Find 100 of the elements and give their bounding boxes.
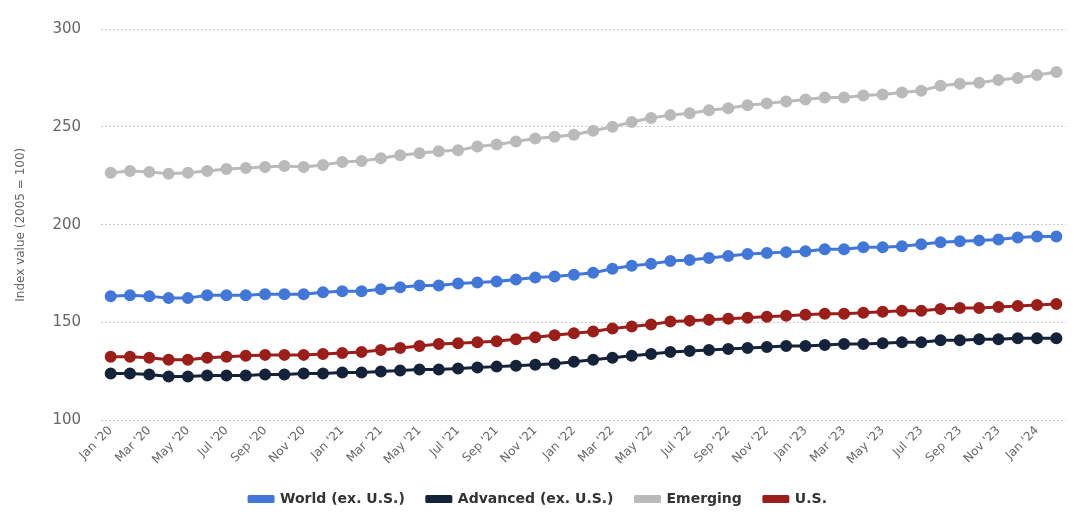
point <box>259 348 272 361</box>
point <box>452 337 465 350</box>
point <box>625 259 638 272</box>
point <box>683 253 696 266</box>
point <box>780 246 793 259</box>
point <box>220 289 233 302</box>
y-tick-label: 250 <box>52 116 82 135</box>
point <box>973 234 986 247</box>
point <box>587 325 600 338</box>
point <box>490 335 503 348</box>
point <box>799 340 812 353</box>
point <box>471 336 484 349</box>
point <box>297 348 310 361</box>
point <box>799 308 812 321</box>
point <box>201 164 214 177</box>
point <box>973 301 986 314</box>
point <box>799 93 812 106</box>
point <box>316 159 329 172</box>
point <box>239 349 252 362</box>
point <box>181 370 194 383</box>
point <box>838 243 851 256</box>
point <box>1050 230 1063 243</box>
point <box>413 279 426 292</box>
point <box>1031 332 1044 345</box>
point <box>1050 66 1063 79</box>
point <box>567 355 580 368</box>
point <box>297 288 310 301</box>
point <box>953 301 966 314</box>
point <box>143 165 156 178</box>
y-tick-label: 100 <box>52 410 82 429</box>
point <box>625 349 638 362</box>
point <box>123 289 136 302</box>
point <box>394 281 407 294</box>
point <box>722 250 735 263</box>
point <box>181 353 194 366</box>
point <box>104 166 117 179</box>
point <box>1031 230 1044 243</box>
point <box>297 160 310 173</box>
point <box>876 88 889 101</box>
point <box>355 366 368 379</box>
point <box>355 155 368 168</box>
point <box>702 343 715 356</box>
point <box>336 156 349 169</box>
point <box>741 248 754 261</box>
point <box>915 336 928 349</box>
point <box>587 353 600 366</box>
point <box>162 353 175 366</box>
point <box>760 97 773 110</box>
point <box>259 368 272 381</box>
y-tick-label: 300 <box>52 18 82 37</box>
point <box>915 84 928 97</box>
point <box>355 285 368 298</box>
point <box>722 312 735 325</box>
point <box>702 313 715 326</box>
point <box>374 283 387 296</box>
point <box>509 359 522 372</box>
point <box>683 344 696 357</box>
point <box>201 369 214 382</box>
point <box>259 288 272 301</box>
point <box>741 342 754 355</box>
point <box>201 289 214 302</box>
point <box>915 238 928 251</box>
point <box>336 366 349 379</box>
point <box>895 86 908 99</box>
point <box>780 340 793 353</box>
point <box>316 367 329 380</box>
point <box>452 362 465 375</box>
y-tick-label: 200 <box>52 214 82 233</box>
point <box>876 241 889 254</box>
point <box>645 347 658 360</box>
point <box>316 286 329 299</box>
point <box>857 89 870 102</box>
point <box>818 339 831 352</box>
point <box>741 99 754 112</box>
point <box>915 304 928 317</box>
point <box>181 292 194 305</box>
point <box>1011 299 1024 312</box>
point <box>529 132 542 145</box>
point <box>413 363 426 376</box>
point <box>760 310 773 323</box>
point <box>953 334 966 347</box>
point <box>992 333 1005 346</box>
point <box>1011 231 1024 244</box>
x-tick-label: Jul '23 <box>888 422 926 460</box>
point <box>278 288 291 301</box>
point <box>606 322 619 335</box>
point <box>452 277 465 290</box>
point <box>297 367 310 380</box>
point <box>722 343 735 356</box>
point <box>895 336 908 349</box>
point <box>760 341 773 354</box>
point <box>278 368 291 381</box>
point <box>162 167 175 180</box>
point <box>567 327 580 340</box>
point <box>606 262 619 275</box>
point <box>471 276 484 289</box>
point <box>895 304 908 317</box>
point <box>953 77 966 90</box>
point <box>143 351 156 364</box>
point <box>432 145 445 158</box>
